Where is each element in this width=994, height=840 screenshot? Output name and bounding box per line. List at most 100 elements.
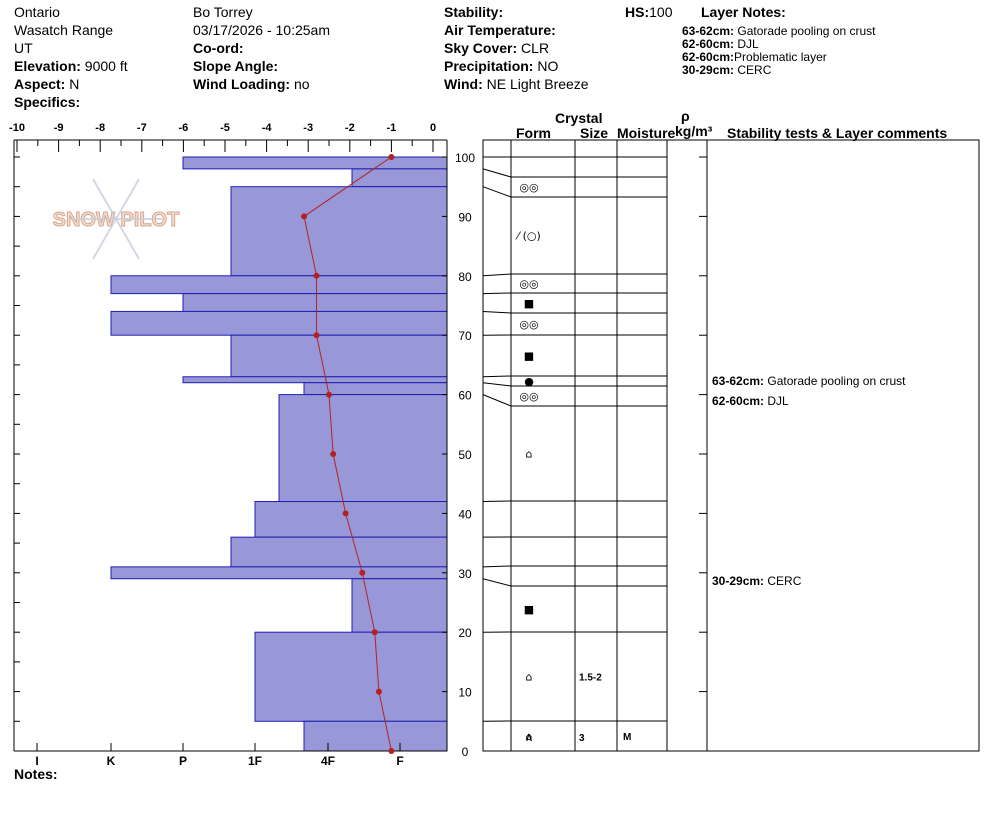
- hardness-bar: [351, 168, 448, 188]
- state-label: UT: [14, 40, 33, 56]
- notes-key: Notes:: [14, 766, 58, 782]
- snowflake-arm: [115, 218, 140, 260]
- crystal-form-icon: ⌂: [526, 730, 533, 743]
- density-unit-header: kg/m³: [675, 123, 713, 139]
- top-tick-label: -4: [262, 122, 273, 134]
- temperature-point: [326, 391, 332, 398]
- depth-tick-label: 40: [458, 507, 472, 521]
- snowflake-arm: [115, 178, 140, 220]
- crystal-form-icon: ●: [524, 375, 534, 388]
- crystal-size-value: 1.5-2: [579, 673, 602, 684]
- temperature-point: [359, 569, 366, 576]
- observer-label: Bo Torrey: [193, 4, 253, 20]
- hardness-bar: [254, 631, 448, 722]
- depth-tick-label: 10: [458, 686, 472, 700]
- hardness-bar: [278, 394, 448, 503]
- top-tick-label: -6: [179, 122, 189, 134]
- range-label: Wasatch Range: [14, 22, 114, 38]
- crystal-header: Crystal: [555, 110, 603, 126]
- layer-connector: [482, 168, 512, 178]
- snowflake-arm: [92, 178, 117, 220]
- layer-note: 62-60cm:Problematic layer: [682, 50, 827, 64]
- temperature-point: [342, 510, 349, 517]
- crystal-form-icon: ⌂: [526, 671, 533, 684]
- layer-connector: [482, 578, 512, 587]
- layer-connector: [482, 382, 512, 387]
- temperature-point: [330, 451, 337, 457]
- hardness-bar: [182, 156, 448, 170]
- layer-connector: [482, 500, 512, 503]
- size-header: Size: [580, 125, 609, 141]
- temperature-point: [388, 748, 395, 754]
- layer-note: 30-29cm: CERC: [682, 63, 772, 77]
- depth-tick-label: 100: [455, 151, 475, 165]
- top-tick-label: -2: [345, 122, 355, 134]
- layer-note: 62-60cm: DJL: [682, 37, 759, 51]
- layer-note: 63-62cm: Gatorade pooling on crust: [682, 24, 876, 38]
- elevation-value: 9000 ft: [84, 58, 128, 74]
- hardness-bar: [303, 720, 448, 752]
- crystal-form-icon: ⌂: [526, 448, 533, 461]
- crystal-form-icon: ■: [524, 297, 534, 310]
- crystal-form-icon: ◎◎: [519, 181, 538, 194]
- layer-connector: [482, 273, 512, 277]
- hardness-tick-label: 4F: [321, 754, 335, 768]
- top-tick-label: -10: [9, 122, 25, 134]
- elevation-row: Elevation: 9000 ft: [14, 58, 128, 74]
- snowflake-arm: [92, 218, 117, 260]
- wind-row: Wind: NE Light Breeze: [444, 76, 589, 92]
- wind-loading-row: Wind Loading: no: [193, 76, 310, 92]
- top-tick-label: -3: [303, 122, 313, 134]
- slope-key: Slope Angle:: [193, 58, 279, 74]
- stability-key: Stability:: [444, 4, 504, 20]
- depth-tick-label: 70: [458, 329, 472, 343]
- temperature-point: [388, 154, 395, 160]
- rho-header: ρ: [681, 108, 690, 124]
- layer-connector: [482, 375, 512, 378]
- crystal-form-icon: ◎◎: [519, 278, 538, 291]
- coord-key: Co-ord:: [193, 40, 244, 56]
- layer-table-frame: [482, 139, 980, 752]
- hardness-tick-label: I: [35, 754, 38, 768]
- crystal-form-icon: ■: [524, 350, 534, 363]
- hs-value: 100: [649, 4, 673, 20]
- sky-key: Sky Cover:: [444, 40, 518, 56]
- top-tick-label: -8: [95, 122, 105, 134]
- layer-connector: [482, 186, 512, 198]
- layer-comment: 62-60cm: DJL: [712, 394, 789, 408]
- depth-tick-label: 90: [458, 210, 472, 224]
- depth-tick-label: 20: [458, 626, 472, 640]
- comments-header: Stability tests & Layer comments: [727, 125, 948, 141]
- aspect-row: Aspect: N: [14, 76, 79, 92]
- crystal-form-icon: ⁄ (○): [514, 230, 541, 243]
- hs-row: HS:100: [625, 4, 672, 20]
- hardness-bar: [182, 293, 448, 312]
- aspect-key: Aspect:: [14, 76, 66, 92]
- hardness-bar: [230, 536, 448, 568]
- precip-key: Precipitation:: [444, 58, 534, 74]
- hardness-tick-label: F: [396, 754, 403, 768]
- temperature-point: [375, 688, 382, 695]
- hardness-bar: [230, 186, 448, 277]
- depth-tick-label: 60: [458, 389, 472, 403]
- crystal-form-icon: ■: [524, 603, 534, 616]
- hardness-bar: [110, 566, 448, 580]
- wind-loading-key: Wind Loading:: [193, 76, 291, 92]
- datetime-label: 03/17/2026 - 10:25am: [193, 22, 330, 38]
- wind-key: Wind:: [444, 76, 483, 92]
- layer-connector: [482, 394, 512, 407]
- hardness-bar: [351, 578, 448, 633]
- hardness-bar: [230, 334, 448, 378]
- temperature-point: [313, 332, 320, 339]
- layer-comment: 30-29cm: CERC: [712, 574, 802, 588]
- top-tick-label: -7: [137, 122, 147, 134]
- crystal-form-icon: ◎◎: [519, 390, 538, 403]
- aspect-value: N: [69, 76, 80, 92]
- hardness-bar: [110, 310, 448, 336]
- hardness-tick-label: 1F: [248, 754, 262, 768]
- top-tick-label: -1: [387, 122, 397, 134]
- layer-connector: [482, 310, 512, 314]
- depth-tick-label: 0: [462, 745, 469, 759]
- hardness-bar: [182, 376, 448, 384]
